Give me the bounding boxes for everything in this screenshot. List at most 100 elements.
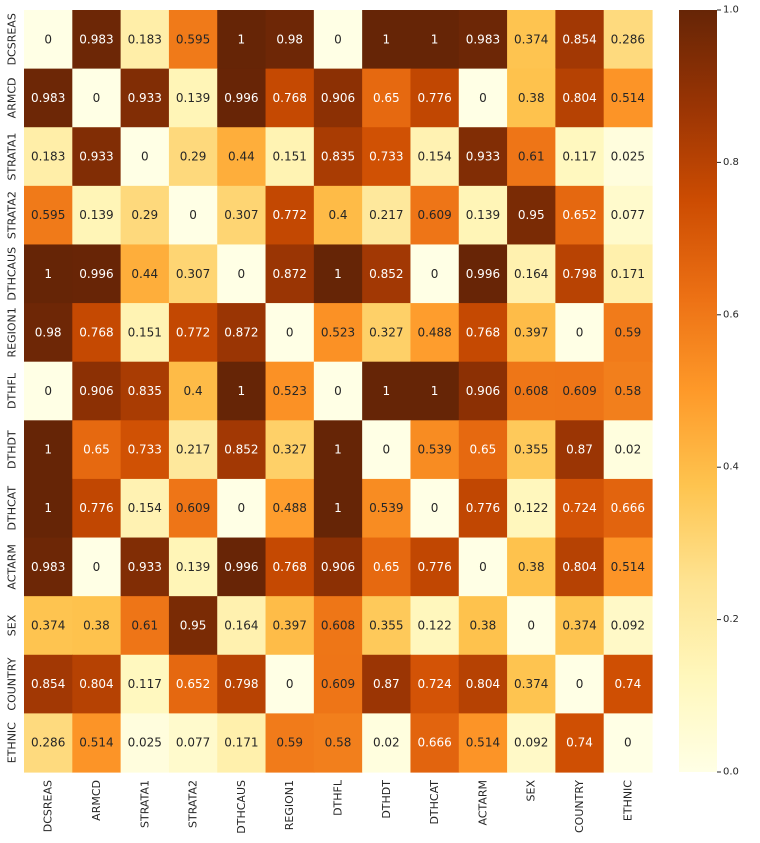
cell-value-label: 1 — [44, 501, 52, 515]
y-tick-label-armcd: ARMCD — [6, 78, 19, 119]
cell-value-label: 1 — [431, 384, 439, 398]
x-tick-label-dcsreas: DCSREAS — [42, 780, 55, 832]
heatmap-cell-region1-dthcaus — [217, 303, 267, 363]
cell-value-label: 0.077 — [176, 736, 210, 750]
x-tick-label-strata2: STRATA2 — [187, 780, 200, 828]
cell-value-label: 0.933 — [466, 150, 500, 164]
heatmap-cell-dcsreas-dthcaus — [217, 10, 267, 70]
heatmap-cell-sex-country — [555, 596, 605, 656]
x-tick-label-armcd: ARMCD — [90, 780, 103, 821]
cell-value-label: 0 — [141, 150, 149, 164]
cell-value-label: 0.87 — [566, 443, 593, 457]
heatmap-cell-region1-country — [555, 303, 605, 363]
heatmap-cell-region1-dthdt — [362, 303, 412, 363]
cell-value-label: 1 — [44, 267, 52, 281]
colorbar-tick-label: 0.6 — [723, 309, 739, 320]
cell-value-label: 0.164 — [224, 618, 258, 632]
colorbar-tick-label: 1.0 — [723, 5, 739, 16]
heatmap-cell-country-dthcat — [410, 654, 460, 714]
heatmap-cell-dthcaus-dthfl — [313, 244, 363, 304]
cell-value-label: 0.139 — [79, 208, 113, 222]
cell-value-label: 0.117 — [128, 677, 162, 691]
heatmap-cell-region1-dthcat — [410, 303, 460, 363]
cell-value-label: 0.02 — [614, 443, 641, 457]
heatmap-cell-dthfl-ethnic — [603, 361, 653, 421]
heatmap-cell-dthcaus-strata2 — [168, 244, 218, 304]
cell-value-label: 0.514 — [611, 91, 645, 105]
cell-value-label: 0 — [286, 677, 294, 691]
heatmap-cell-dthfl-armcd — [72, 361, 122, 421]
heatmap-cell-strata2-armcd — [72, 185, 122, 246]
cell-value-label: 0.38 — [518, 560, 545, 574]
heatmap-cell-dcsreas-strata1 — [120, 10, 170, 70]
cell-value-label: 0.65 — [470, 443, 497, 457]
cell-value-label: 0.609 — [321, 677, 355, 691]
cell-value-label: 0.652 — [176, 677, 210, 691]
cell-value-label: 0.59 — [614, 325, 641, 339]
cell-value-label: 0.02 — [373, 736, 400, 750]
heatmap-cell-dthcaus-country — [555, 244, 605, 304]
cell-value-label: 0 — [286, 325, 294, 339]
cell-value-label: 0.154 — [417, 150, 451, 164]
cell-value-label: 0.609 — [176, 501, 210, 515]
cell-value-label: 0.74 — [566, 736, 593, 750]
heatmap-cell-actarm-sex — [507, 537, 556, 597]
cell-value-label: 0.44 — [228, 150, 255, 164]
cell-value-label: 0.514 — [466, 736, 500, 750]
cell-value-label: 0.025 — [611, 150, 645, 164]
x-tick-label-actarm: ACTARM — [476, 780, 489, 826]
cell-value-label: 0.61 — [131, 618, 158, 632]
heatmap-cell-dthfl-sex — [507, 361, 556, 421]
heatmap-cell-dthcat-ethnic — [603, 478, 653, 539]
heatmap-cell-armcd-dcsreas — [24, 68, 73, 128]
heatmap-cell-dthcat-region1 — [265, 478, 315, 539]
heatmap-cell-dthdt-region1 — [265, 420, 315, 480]
cell-value-label: 0.933 — [79, 150, 113, 164]
cell-value-label: 1 — [44, 443, 52, 457]
heatmap-cell-country-strata2 — [168, 654, 218, 714]
cell-value-label: 0.804 — [466, 677, 500, 691]
heatmap-cell-dthcaus-region1 — [265, 244, 315, 304]
heatmap-cell-region1-strata2 — [168, 303, 218, 363]
heatmap-cell-dcsreas-strata2 — [168, 10, 218, 70]
cell-value-label: 0.872 — [273, 267, 307, 281]
cell-value-label: 0.733 — [369, 150, 403, 164]
cell-value-label: 0.58 — [614, 384, 641, 398]
heatmap-cell-ethnic-ethnic — [603, 713, 653, 773]
cell-value-label: 0 — [576, 677, 584, 691]
heatmap-cell-strata1-sex — [507, 127, 556, 187]
cell-value-label: 0 — [382, 443, 390, 457]
cell-value-label: 0.327 — [369, 325, 403, 339]
heatmap-cell-dthcaus-ethnic — [603, 244, 653, 304]
heatmap-cell-dcsreas-country — [555, 10, 605, 70]
heatmap-cell-dthcat-dthcat — [410, 478, 460, 539]
cell-value-label: 0 — [479, 91, 487, 105]
heatmap-cell-dthfl-dthfl — [313, 361, 363, 421]
heatmap-cell-sex-dthcat — [410, 596, 460, 656]
heatmap-cell-dcsreas-dthfl — [313, 10, 363, 70]
heatmap-cell-dcsreas-ethnic — [603, 10, 653, 70]
heatmap-cell-strata2-strata2 — [168, 185, 218, 246]
cell-value-label: 0.768 — [273, 560, 307, 574]
cell-value-label: 0.122 — [514, 501, 548, 515]
heatmap-cell-actarm-dcsreas — [24, 537, 73, 597]
heatmap-cell-strata2-dthcaus — [217, 185, 267, 246]
cell-value-label: 0.122 — [417, 618, 451, 632]
cell-value-label: 0 — [93, 91, 101, 105]
cell-value-label: 0.798 — [562, 267, 596, 281]
heatmap-cell-country-dthcaus — [217, 654, 267, 714]
heatmap-cells — [24, 10, 653, 773]
heatmap-cell-dthcaus-dcsreas — [24, 244, 73, 304]
cell-value-label: 0 — [479, 560, 487, 574]
heatmap-cell-actarm-actarm — [458, 537, 508, 597]
heatmap-cell-dthcat-armcd — [72, 478, 122, 539]
cell-value-label: 0.666 — [417, 736, 451, 750]
x-axis-ticks: DCSREAS ARMCD STRATA1 STRATA2 DTHCAUS REGION1… — [42, 779, 635, 834]
cell-value-label: 0.776 — [466, 501, 500, 515]
heatmap-cell-armcd-armcd — [72, 68, 122, 128]
cell-value-label: 0.595 — [31, 208, 65, 222]
heatmap-cell-sex-sex — [507, 596, 556, 656]
cell-value-label: 0.804 — [562, 91, 596, 105]
heatmap-cell-armcd-strata1 — [120, 68, 170, 128]
heatmap-cell-strata1-dthcaus — [217, 127, 267, 187]
